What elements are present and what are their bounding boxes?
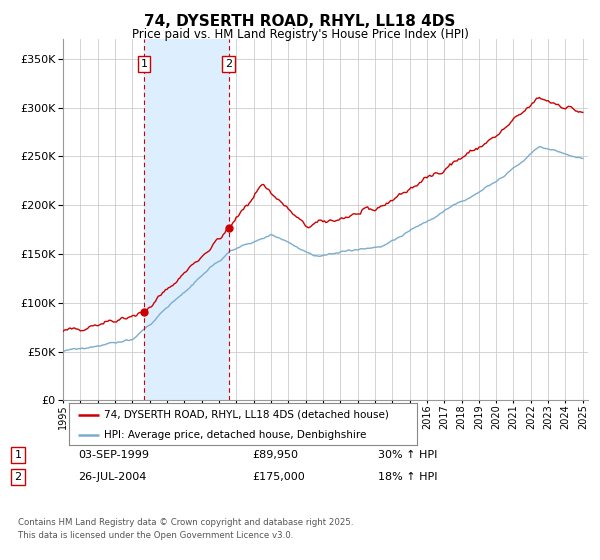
Text: 26-JUL-2004: 26-JUL-2004 bbox=[78, 472, 146, 482]
Text: Contains HM Land Registry data © Crown copyright and database right 2025.
This d: Contains HM Land Registry data © Crown c… bbox=[18, 518, 353, 539]
Text: 2: 2 bbox=[14, 472, 22, 482]
Text: 74, DYSERTH ROAD, RHYL, LL18 4DS: 74, DYSERTH ROAD, RHYL, LL18 4DS bbox=[145, 14, 455, 29]
Text: 74, DYSERTH ROAD, RHYL, LL18 4DS (detached house): 74, DYSERTH ROAD, RHYL, LL18 4DS (detach… bbox=[104, 410, 389, 420]
Text: 30% ↑ HPI: 30% ↑ HPI bbox=[378, 450, 437, 460]
Text: £175,000: £175,000 bbox=[252, 472, 305, 482]
Text: £89,950: £89,950 bbox=[252, 450, 298, 460]
Bar bbox=[144, 39, 229, 400]
Text: Price paid vs. HM Land Registry's House Price Index (HPI): Price paid vs. HM Land Registry's House … bbox=[131, 28, 469, 41]
Text: 1: 1 bbox=[14, 450, 22, 460]
Text: 18% ↑ HPI: 18% ↑ HPI bbox=[378, 472, 437, 482]
Text: 1: 1 bbox=[140, 59, 148, 69]
Text: 2: 2 bbox=[225, 59, 232, 69]
Text: HPI: Average price, detached house, Denbighshire: HPI: Average price, detached house, Denb… bbox=[104, 430, 366, 440]
Text: 03-SEP-1999: 03-SEP-1999 bbox=[78, 450, 149, 460]
